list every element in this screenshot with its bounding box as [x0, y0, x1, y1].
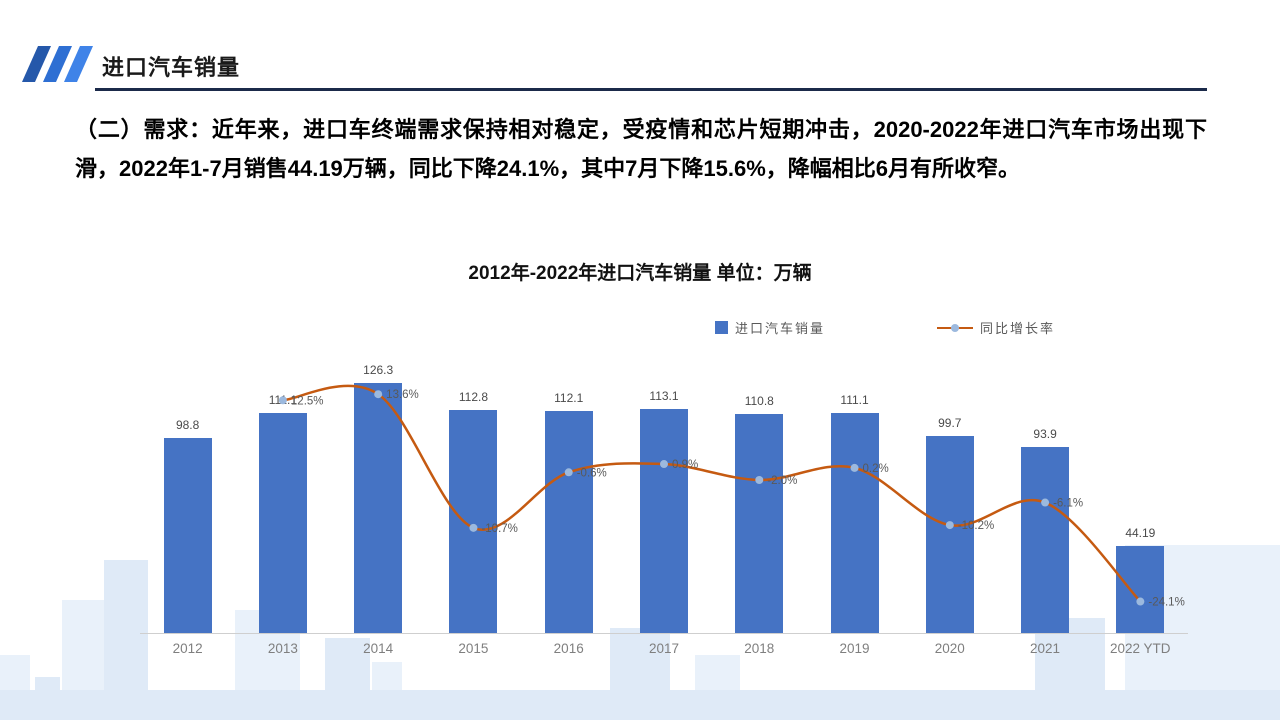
- bar-2018: [735, 413, 784, 633]
- line-marker: [278, 396, 287, 405]
- bar-2020: [925, 435, 974, 633]
- line-point-label: -6.1%: [1053, 498, 1083, 510]
- line-marker: [945, 521, 954, 530]
- bar-2014: [354, 383, 403, 633]
- x-axis-label: 2017: [648, 641, 679, 656]
- line-point-label: 12.5%: [291, 395, 324, 407]
- bar-2015: [449, 409, 498, 633]
- line-point-label: -10.2%: [958, 520, 994, 532]
- bar-value-label: 112.8: [458, 389, 489, 404]
- line-marker: [755, 476, 764, 484]
- bar-2016: [544, 411, 593, 633]
- line-marker: [374, 390, 383, 399]
- chart-legend: 进口汽车销量 同比增长率: [715, 318, 1055, 337]
- x-axis-label: 2021: [1030, 641, 1061, 656]
- line-marker: [660, 460, 668, 469]
- legend-label: 同比增长率: [980, 321, 1056, 336]
- x-axis-label: 2014: [363, 641, 394, 656]
- bar-2013: [258, 413, 307, 633]
- bar-value-label: 113.1: [649, 389, 679, 404]
- x-axis-label: 2020: [934, 641, 965, 656]
- x-axis-label: 2016: [553, 641, 584, 656]
- bar-value-label: 126.3: [363, 363, 394, 378]
- line-point-label: 0.9%: [672, 459, 698, 471]
- x-axis-line: [140, 633, 1188, 634]
- bar-value-label: 93.9: [1033, 427, 1057, 442]
- line-marker: [564, 468, 573, 477]
- bar-value-label: 44.19: [1125, 525, 1156, 540]
- header-divider: [95, 88, 1207, 91]
- x-axis-label: 2012: [172, 641, 203, 656]
- legend-item-sales: 进口汽车销量: [715, 318, 825, 337]
- line-point-label: -0.6%: [577, 467, 607, 479]
- line-point-label: 0.2%: [863, 463, 889, 475]
- page-title: 进口汽车销量: [102, 55, 241, 80]
- x-axis-label: 2013: [267, 641, 298, 656]
- x-axis-label: 2015: [458, 641, 489, 656]
- line-marker: [1136, 597, 1145, 606]
- bar-2019: [830, 413, 879, 633]
- line-swatch-icon: [937, 323, 974, 332]
- bar-value-label: 110.8: [744, 393, 774, 408]
- bar-2022 YTD: [1116, 545, 1165, 633]
- bar-value-label: 98.8: [175, 417, 200, 432]
- growth-line-path: [282, 384, 1142, 603]
- bar-swatch-icon: [715, 321, 728, 334]
- bar-value-label: 111.1: [840, 393, 869, 408]
- x-axis-labels: 2012 2013 2014 2015 2016 2017 2018 2019 2020 2021…: [140, 641, 1188, 656]
- bar-value-label: 99.7: [938, 415, 962, 430]
- x-axis-label: 2022 YTD: [1110, 641, 1171, 656]
- chart-plot-area: 98.8111.1126.3112.8112.1113.1110.8111.19…: [140, 356, 1188, 633]
- line-marker: [1041, 498, 1050, 507]
- legend-item-growth: 同比增长率: [937, 318, 1055, 337]
- x-axis-label: 2019: [839, 641, 870, 656]
- body-text: （二）需求：近年来，进口车终端需求保持相对稳定，受疫情和芯片短期冲击，2020-…: [75, 117, 1207, 181]
- line-point-label: -24.1%: [1148, 597, 1184, 609]
- line-marker: [850, 463, 859, 472]
- logo-slashes: [21, 46, 94, 82]
- bar-2017: [640, 409, 688, 633]
- line-marker: [469, 523, 478, 532]
- line-point-label: 13.6%: [386, 389, 419, 401]
- growth-line-chart: 12.5% 13.6% -10.7% -0.6% 0.9% -2.0% 0.2% -10.2%…: [278, 384, 1185, 609]
- bar-value-label: 112.1: [554, 391, 584, 406]
- bar-2021: [1021, 447, 1070, 633]
- skyline-decoration: [0, 690, 1280, 720]
- line-point-label: -10.7%: [481, 523, 517, 535]
- legend-label: 进口汽车销量: [735, 321, 826, 336]
- chart-title: 2012年-2022年进口汽车销量 单位：万辆: [468, 263, 812, 284]
- x-axis-label: 2018: [744, 641, 775, 656]
- bar-2012: [163, 437, 212, 633]
- line-point-label: -2.0%: [767, 475, 797, 487]
